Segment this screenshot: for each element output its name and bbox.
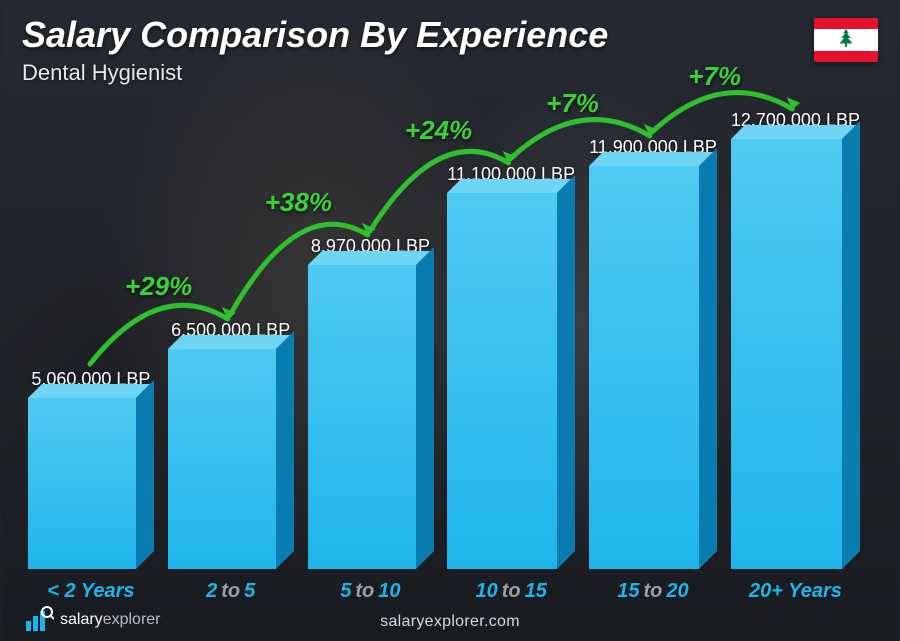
bar-side	[842, 121, 860, 569]
chart-title: Salary Comparison By Experience	[22, 14, 608, 56]
bar	[731, 139, 860, 569]
bar	[28, 398, 154, 569]
bar-top	[168, 335, 290, 349]
bar-front	[447, 193, 557, 569]
bar-column: 11,900,000 LBP15to20	[589, 137, 717, 569]
bar-column: 12,700,000 LBP20+ Years	[731, 110, 860, 569]
bar-category-label: 5to10	[340, 580, 400, 603]
bar-front	[589, 166, 699, 569]
footer-url: salaryexplorer.com	[0, 613, 900, 631]
bar-category-label: 15to20	[617, 580, 688, 603]
percent-increase-label: +38%	[265, 187, 332, 218]
bar-top	[28, 384, 150, 398]
bar	[168, 349, 294, 569]
bar-side	[699, 148, 717, 569]
percent-increase-label: +7%	[546, 88, 599, 119]
bar	[447, 193, 575, 569]
percent-increase-label: +29%	[125, 271, 192, 302]
bar-top	[308, 251, 430, 265]
bar	[308, 265, 434, 569]
percent-increase-label: +24%	[405, 115, 472, 146]
bar-top	[731, 125, 856, 139]
bar-chart: 5,060,000 LBP< 2 Years6,500,000 LBP2to58…	[28, 99, 860, 569]
bar-top	[589, 152, 713, 166]
bar-top	[447, 179, 571, 193]
bar-side	[136, 380, 154, 569]
bar-column: 11,100,000 LBP10to15	[447, 164, 575, 569]
chart-subtitle: Dental Hygienist	[22, 60, 182, 86]
bar-column: 8,970,000 LBP5to10	[308, 236, 434, 569]
bar-side	[557, 175, 575, 569]
bar-front	[308, 265, 416, 569]
bar-column: 5,060,000 LBP< 2 Years	[28, 369, 154, 569]
country-flag	[814, 18, 878, 62]
bar-front	[28, 398, 136, 569]
bar-front	[731, 139, 842, 569]
bar-category-label: 2to5	[206, 580, 255, 603]
bar-side	[416, 247, 434, 569]
bar-front	[168, 349, 276, 569]
bar-category-label: 10to15	[475, 580, 546, 603]
bar-category-label: 20+ Years	[749, 580, 842, 603]
flag-emblem	[835, 27, 857, 53]
percent-increase-label: +7%	[688, 61, 741, 92]
bar-side	[276, 331, 294, 569]
bar-category-label: < 2 Years	[47, 580, 134, 603]
bar-column: 6,500,000 LBP2to5	[168, 320, 294, 569]
bar	[589, 166, 717, 569]
